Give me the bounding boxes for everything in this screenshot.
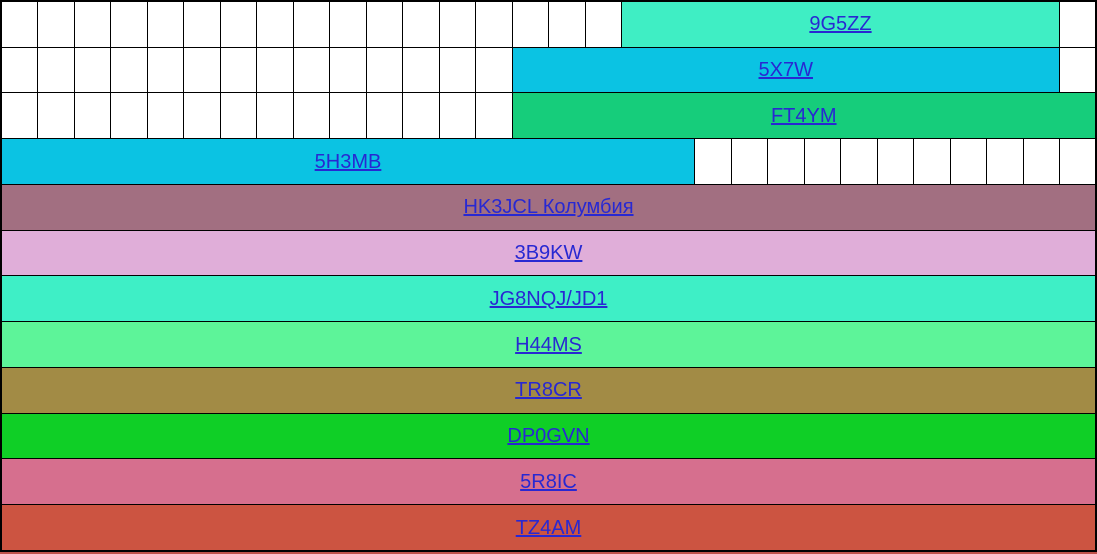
callsign-link[interactable]: 3B9KW <box>514 242 583 265</box>
dx-operation-bar: 5R8IC <box>0 458 1097 506</box>
empty-day-cell <box>694 138 732 185</box>
empty-day-cell <box>110 0 148 48</box>
empty-day-cell <box>365 46 403 94</box>
empty-day-cell <box>365 92 403 140</box>
calendar-row: DP0GVN <box>0 412 1097 460</box>
empty-day-cell <box>730 138 768 185</box>
calendar-row: TZ4AM <box>0 504 1097 552</box>
dx-operation-bar: HK3JCL Колумбия <box>0 183 1097 231</box>
empty-day-cell <box>584 0 622 48</box>
empty-day-cell <box>37 46 75 94</box>
empty-day-cell <box>475 92 513 140</box>
empty-day-cell <box>1059 0 1097 48</box>
empty-day-cell <box>329 92 367 140</box>
dx-operation-bar: FT4YM <box>511 92 1097 140</box>
empty-day-cell <box>949 138 987 185</box>
empty-day-cell <box>986 138 1024 185</box>
dx-operation-bar: 5H3MB <box>0 138 695 185</box>
empty-day-cell <box>0 0 38 48</box>
dx-operation-bar: TZ4AM <box>0 504 1097 552</box>
empty-day-cell <box>292 0 330 48</box>
empty-day-cell <box>876 138 914 185</box>
dx-operation-bar: TR8CR <box>0 366 1097 414</box>
empty-day-cell <box>913 138 951 185</box>
callsign-link[interactable]: TR8CR <box>515 379 582 402</box>
empty-day-cell <box>0 46 38 94</box>
empty-day-cell <box>840 138 878 185</box>
callsign-link[interactable]: 5H3MB <box>314 150 382 173</box>
empty-day-cell <box>219 92 257 140</box>
empty-day-cell <box>0 92 38 140</box>
calendar-row: JG8NQJ/JD1 <box>0 275 1097 323</box>
empty-day-cell <box>402 46 440 94</box>
dx-operation-bar: 3B9KW <box>0 229 1097 277</box>
empty-day-cell <box>438 0 476 48</box>
empty-day-cell <box>183 92 221 140</box>
calendar-row: 9G5ZZ <box>0 0 1097 48</box>
empty-day-cell <box>329 46 367 94</box>
empty-day-cell <box>73 92 111 140</box>
empty-day-cell <box>548 0 586 48</box>
empty-day-cell <box>292 46 330 94</box>
callsign-link[interactable]: TZ4AM <box>515 516 582 539</box>
empty-day-cell <box>1059 138 1097 185</box>
empty-day-cell <box>73 0 111 48</box>
empty-day-cell <box>183 0 221 48</box>
dx-operation-bar: JG8NQJ/JD1 <box>0 275 1097 323</box>
empty-day-cell <box>256 46 294 94</box>
empty-day-cell <box>475 46 513 94</box>
empty-day-cell <box>37 92 75 140</box>
calendar-row: FT4YM <box>0 92 1097 140</box>
empty-day-cell <box>219 46 257 94</box>
dx-operation-bar: H44MS <box>0 321 1097 368</box>
dx-operation-bar: 5X7W <box>511 46 1060 94</box>
empty-day-cell <box>438 46 476 94</box>
empty-day-cell <box>146 0 184 48</box>
callsign-link[interactable]: DP0GVN <box>507 424 590 447</box>
calendar-row: 5R8IC <box>0 458 1097 506</box>
calendar-row: TR8CR <box>0 366 1097 414</box>
dx-operation-bar: 9G5ZZ <box>621 0 1060 48</box>
callsign-link[interactable]: H44MS <box>515 333 582 356</box>
empty-day-cell <box>1022 138 1060 185</box>
calendar-row: 5X7W <box>0 46 1097 94</box>
empty-day-cell <box>402 0 440 48</box>
empty-day-cell <box>402 92 440 140</box>
empty-day-cell <box>256 0 294 48</box>
empty-day-cell <box>110 92 148 140</box>
dx-operation-bar: DP0GVN <box>0 412 1097 460</box>
empty-day-cell <box>329 0 367 48</box>
empty-day-cell <box>767 138 805 185</box>
calendar-row: 5H3MB <box>0 138 1097 185</box>
empty-day-cell <box>183 46 221 94</box>
empty-day-cell <box>475 0 513 48</box>
calendar-row: HK3JCL Колумбия <box>0 183 1097 231</box>
empty-day-cell <box>256 92 294 140</box>
empty-day-cell <box>365 0 403 48</box>
empty-day-cell <box>1059 46 1097 94</box>
callsign-link[interactable]: JG8NQJ/JD1 <box>489 287 608 310</box>
callsign-link[interactable]: HK3JCL Колумбия <box>463 196 634 219</box>
next-row-sliver <box>0 552 1097 554</box>
empty-day-cell <box>73 46 111 94</box>
callsign-link[interactable]: 5X7W <box>758 59 813 82</box>
empty-day-cell <box>803 138 841 185</box>
empty-day-cell <box>511 0 549 48</box>
empty-day-cell <box>219 0 257 48</box>
empty-day-cell <box>37 0 75 48</box>
callsign-link[interactable]: 5R8IC <box>520 470 577 493</box>
empty-day-cell <box>438 92 476 140</box>
empty-day-cell <box>146 92 184 140</box>
callsign-link[interactable]: 9G5ZZ <box>809 13 872 36</box>
callsign-link[interactable]: FT4YM <box>770 104 837 127</box>
empty-day-cell <box>110 46 148 94</box>
calendar-row: H44MS <box>0 321 1097 368</box>
empty-day-cell <box>292 92 330 140</box>
calendar-row: 3B9KW <box>0 229 1097 277</box>
empty-day-cell <box>146 46 184 94</box>
